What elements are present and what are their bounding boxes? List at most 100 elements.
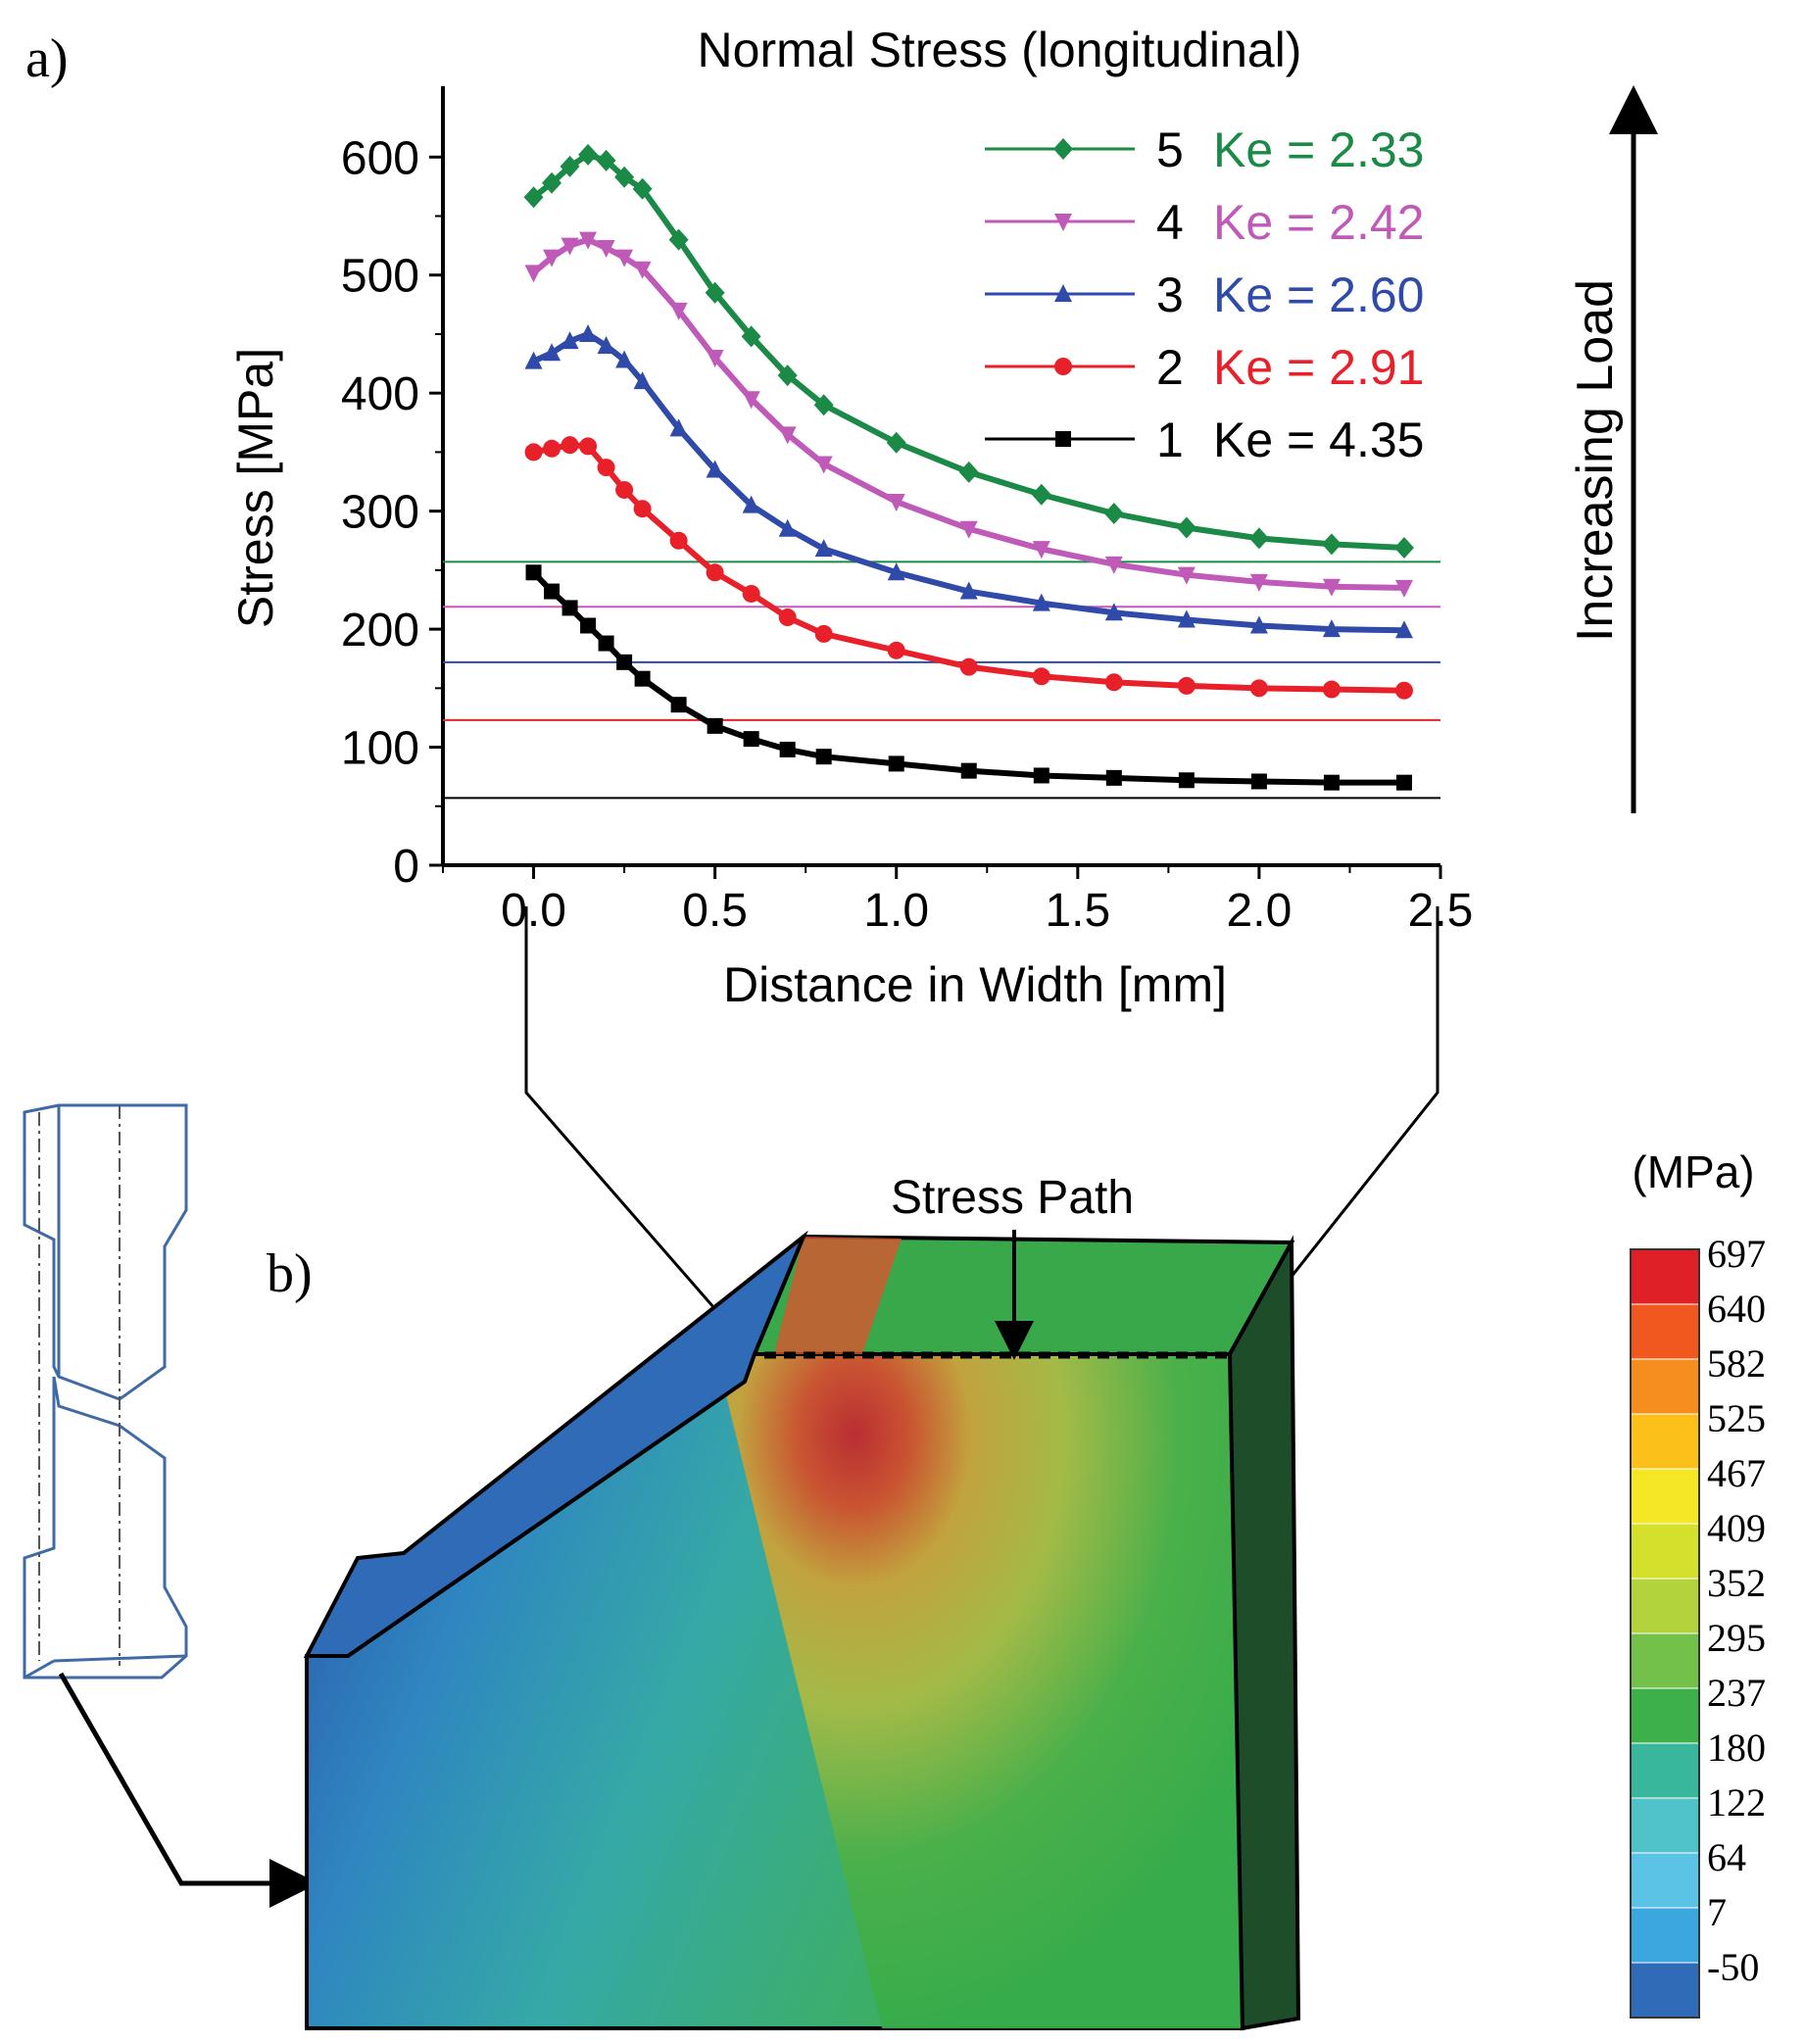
contour-notch-face [303,1230,808,1658]
legend-marker-2 [1054,358,1072,375]
legend-number-2: 2 [1156,340,1184,395]
legend-swatch [1630,1797,1700,1854]
legend-level: 237 [1707,1671,1766,1715]
x-tick-label: 2.0 [1227,885,1293,937]
legend-level: -50 [1707,1945,1759,1989]
data-point-1 [561,600,578,616]
legend-level: 697 [1707,1232,1766,1276]
data-point-5 [777,365,798,387]
data-point-5 [705,281,725,304]
legend-marker-3 [1054,284,1072,302]
legend-swatch [1630,1303,1700,1360]
data-point-3 [669,418,688,437]
legend-marker-4 [1054,214,1072,231]
data-point-1 [1395,774,1412,791]
data-point-4 [959,520,978,539]
legend-label-2: Ke = 2.91 [1213,340,1424,395]
data-point-4 [814,456,833,474]
data-point-1 [616,654,633,670]
data-point-3 [1394,620,1413,639]
data-point-4 [1104,556,1123,574]
data-point-4 [524,265,543,283]
legend-level: 180 [1707,1726,1766,1770]
data-point-3 [959,581,978,600]
data-point-2 [561,436,579,455]
data-point-3 [561,331,579,350]
y-tick-label: 300 [341,487,419,539]
data-point-1 [580,617,597,634]
data-point-3 [1249,615,1268,634]
data-point-2 [959,657,978,676]
legend-label-1: Ke = 4.35 [1213,413,1424,467]
data-point-5 [813,394,834,416]
data-point-2 [633,500,652,518]
y-tick-label: 200 [341,605,419,657]
connector-left [524,906,756,1355]
data-point-4 [615,249,634,268]
data-point-2 [524,443,543,462]
contour-side-face [1227,1235,1301,2031]
data-point-5 [560,155,580,177]
data-point-1 [888,755,904,772]
data-point-2 [1322,680,1341,699]
legend-label-4: Ke = 2.42 [1213,195,1424,250]
data-point-1 [1178,772,1195,789]
data-point-4 [1177,566,1195,585]
data-point-3 [887,562,905,581]
data-point-1 [670,697,687,713]
data-point-2 [742,584,760,603]
data-point-5 [1103,503,1124,525]
data-point-1 [544,583,561,600]
legend-level: 352 [1707,1561,1766,1605]
data-point-1 [1105,769,1122,786]
legend-number-4: 4 [1156,195,1184,250]
data-point-2 [597,459,615,477]
data-point-1 [598,635,614,652]
x-tick-label: 1.0 [863,885,929,937]
data-point-5 [578,143,599,166]
data-point-5 [596,149,616,171]
data-point-3 [1322,619,1341,638]
x-tick-label: 0.0 [501,885,566,937]
data-point-4 [669,302,688,320]
legend-level: 640 [1707,1287,1766,1331]
data-point-3 [742,495,760,513]
legend-swatch [1630,1578,1700,1634]
chart-title: Normal Stress (longitudinal) [698,23,1302,77]
data-point-5 [1248,527,1269,550]
legend-marker-1 [1055,431,1071,447]
data-point-1 [634,670,651,687]
increasing-load-label: Increasing Load [1567,279,1624,642]
data-point-3 [1032,593,1050,611]
data-point-5 [614,166,635,188]
panel-a-label: a) [25,28,69,89]
data-point-2 [1249,679,1268,698]
data-point-1 [779,741,796,757]
legend-level: 295 [1707,1616,1766,1660]
y-tick-label: 400 [341,368,419,420]
y-tick-label: 0 [393,841,419,893]
data-point-2 [1104,673,1123,692]
data-point-5 [1321,533,1342,556]
x-tick-label: 2.5 [1408,885,1474,937]
data-point-2 [1032,667,1050,686]
contour-hot-region [725,1354,1243,2028]
data-point-3 [543,343,561,362]
contour-top-hot [774,1237,902,1354]
data-point-5 [741,325,761,348]
legend-swatch [1630,1632,1700,1689]
data-point-3 [1177,609,1195,628]
data-point-1 [525,564,542,581]
data-point-2 [543,439,561,458]
data-point-4 [579,231,598,250]
data-point-3 [706,460,724,478]
data-point-2 [887,641,905,659]
legend-swatch [1630,1248,1700,1305]
data-point-3 [633,371,652,390]
legend-level: 122 [1707,1780,1766,1825]
data-point-5 [886,431,906,454]
data-point-5 [958,461,979,483]
x-axis-label: Distance in Width [mm] [723,957,1227,1012]
sketch-pointer-arrow [58,1672,318,1908]
